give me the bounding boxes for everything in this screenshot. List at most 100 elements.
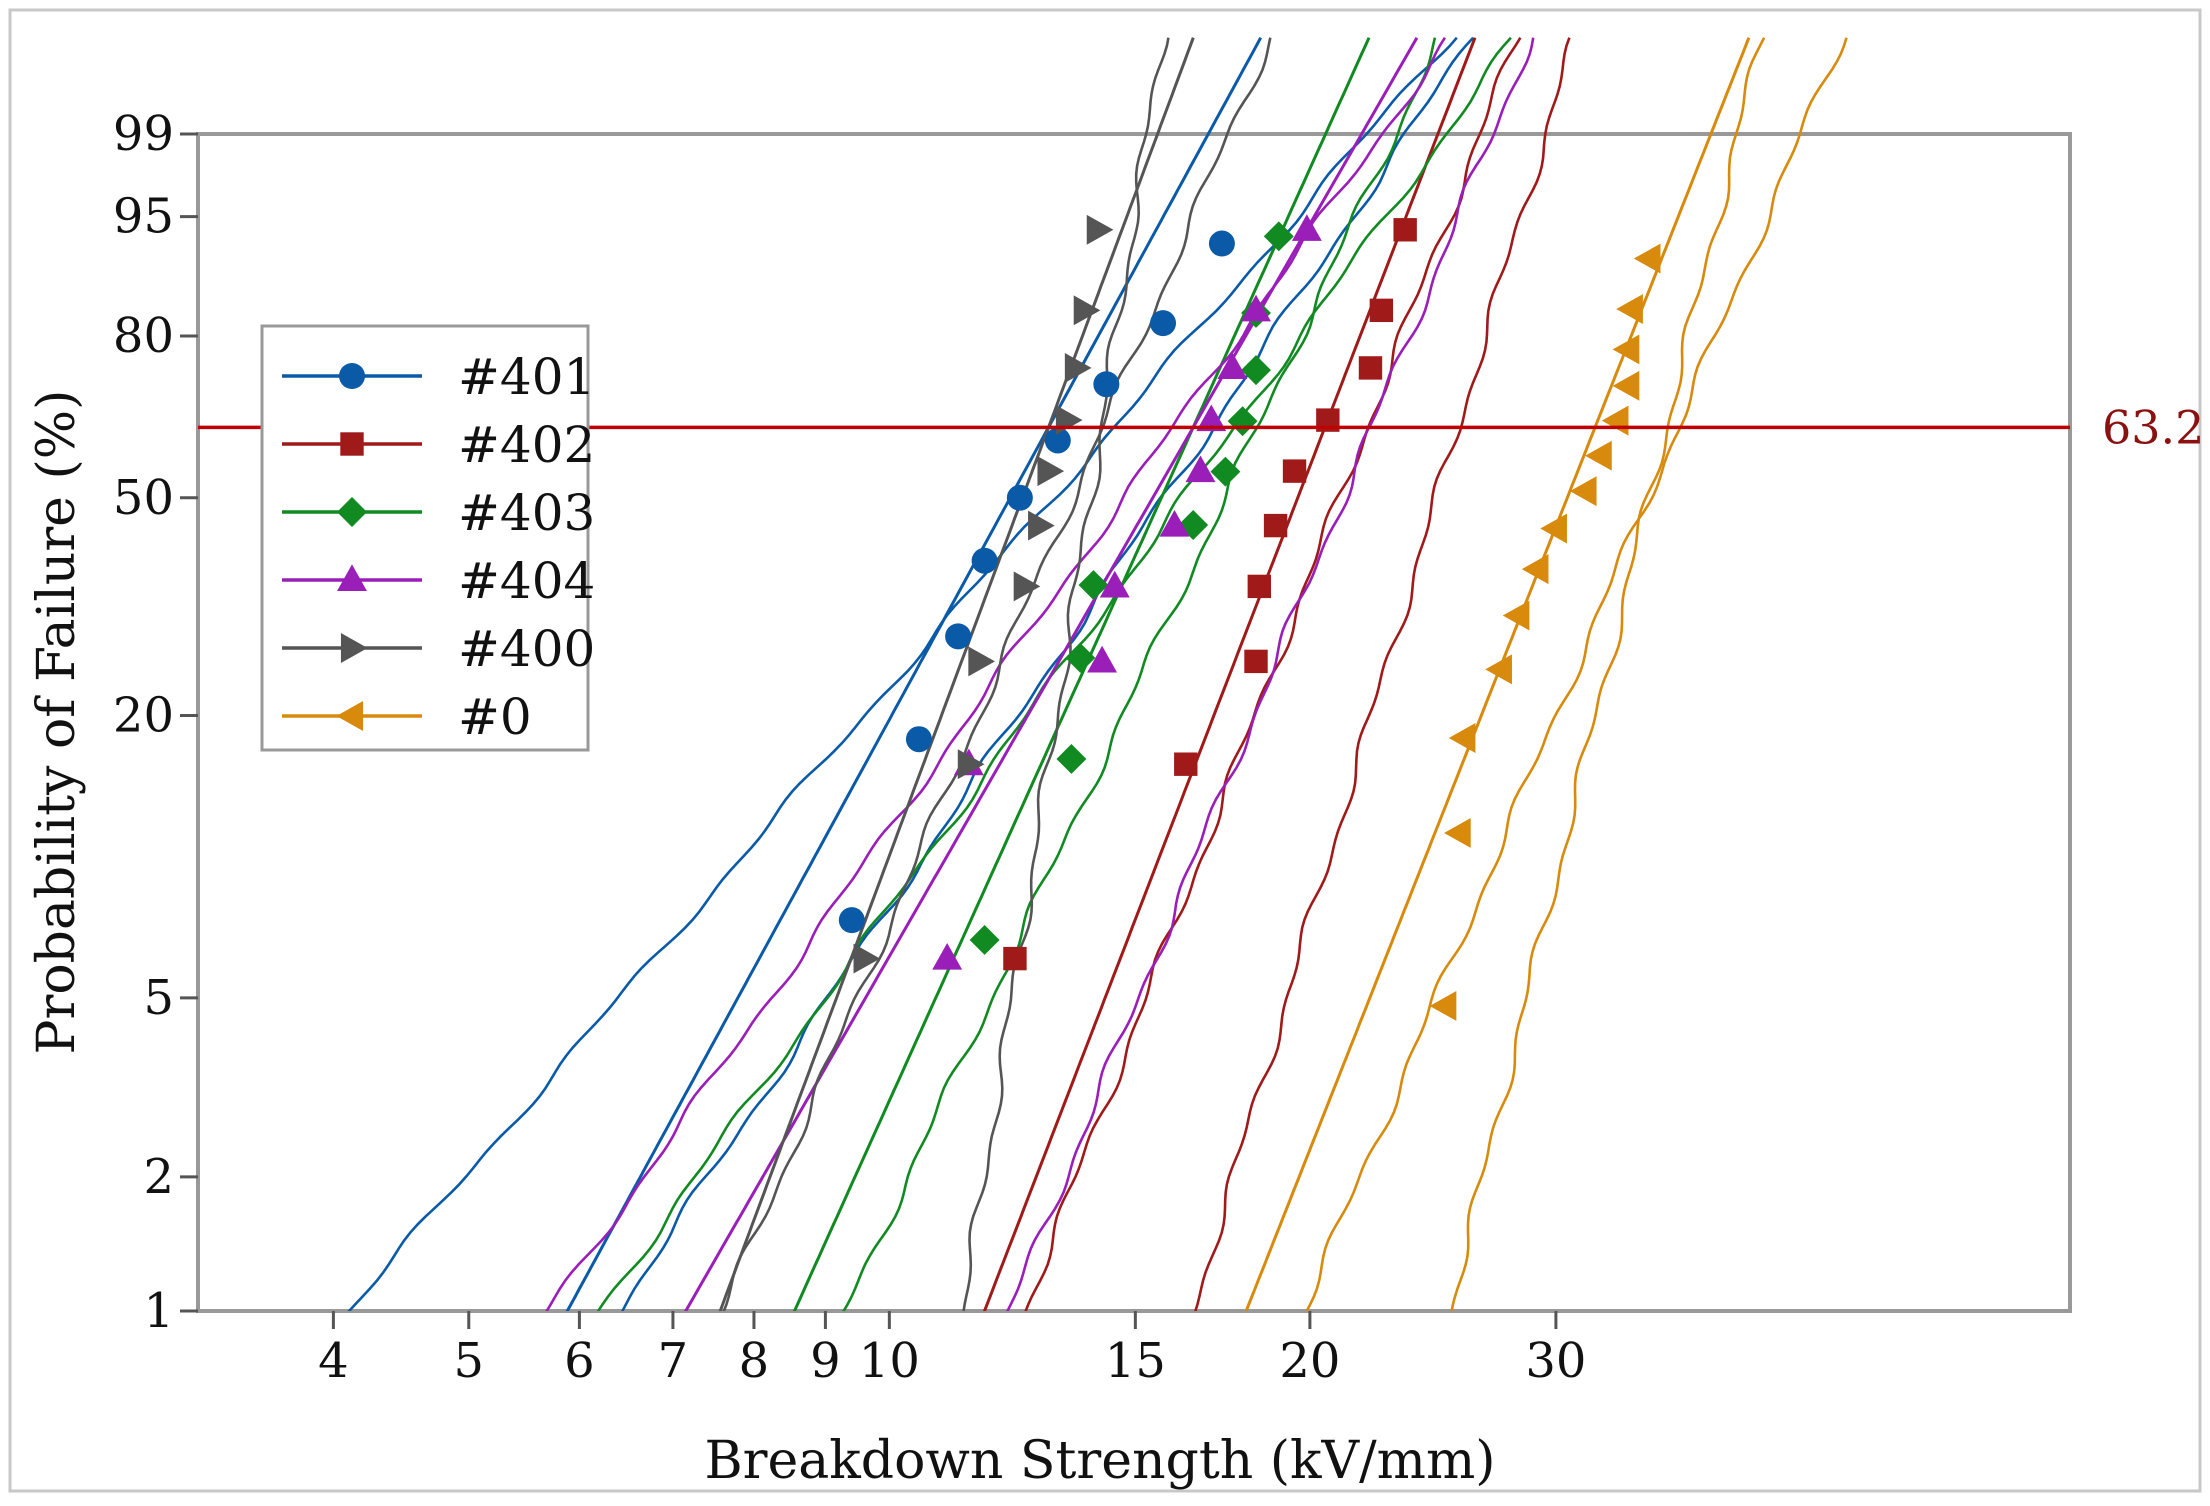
legend-label-s0: #0	[458, 688, 532, 746]
s0-point	[1485, 654, 1512, 685]
y-tick-label: 1	[143, 1283, 174, 1339]
s402-point	[1393, 218, 1417, 242]
legend: #401 #402 #403 #404 #400 #0	[260, 324, 595, 752]
s401-point	[1006, 484, 1033, 511]
s404-ci-lower	[545, 37, 1447, 1311]
y-tick-label: 80	[113, 308, 174, 364]
s403-point	[1065, 642, 1096, 673]
x-tick-label: 9	[810, 1333, 841, 1389]
s402-point	[1358, 356, 1383, 380]
s401-point	[905, 726, 932, 753]
s402-fit-line	[982, 37, 1477, 1311]
s404-point	[1196, 404, 1227, 432]
legend-marker-s0	[336, 701, 364, 731]
y-tick-label: 2	[143, 1149, 174, 1205]
s403-fit-line	[792, 37, 1371, 1311]
legend-label-s404: #404	[458, 552, 595, 610]
legend-label-s402: #402	[458, 416, 595, 474]
s403-point	[1263, 221, 1294, 252]
s401-point	[1093, 371, 1120, 398]
reference-line-label: 63.2	[2102, 400, 2204, 454]
s403-point	[1078, 570, 1109, 600]
s403-point	[1210, 456, 1241, 487]
s404-point	[1241, 294, 1271, 322]
s402-point	[1247, 574, 1272, 599]
data-points	[838, 214, 1661, 1021]
s400-point	[1037, 456, 1065, 487]
s0-point	[1521, 554, 1549, 585]
y-tick-label: 20	[113, 687, 174, 743]
s0-point	[1448, 723, 1476, 753]
s401-ci-upper	[620, 36, 1475, 1311]
s404-ci-upper	[1006, 37, 1535, 1311]
legend-marker-s401	[339, 363, 365, 389]
legend-marker-s404	[337, 564, 367, 592]
legend-label-s400: #400	[458, 620, 595, 678]
s404-point	[1087, 645, 1118, 673]
s400-point	[1086, 214, 1114, 245]
s401-fit-line	[565, 36, 1263, 1311]
legend-marker-s400	[340, 633, 368, 663]
y-tick-label: 95	[113, 189, 174, 245]
s400-point	[1064, 352, 1092, 383]
s400-ci-lower	[722, 37, 1272, 1311]
s0-ci-upper	[1450, 37, 1766, 1311]
s404-point	[1291, 214, 1322, 241]
y-axis-label: Probability of Failure (%)	[27, 390, 87, 1055]
x-tick-label: 10	[859, 1333, 920, 1389]
legend-marker-s402	[340, 432, 364, 456]
s404-point	[1217, 352, 1248, 379]
s403-point	[1056, 744, 1087, 774]
s401-point	[1208, 230, 1235, 257]
x-axis: 4 5 6 7 8 9 10 15 20 30	[318, 1311, 1586, 1389]
s400-point	[1028, 510, 1055, 541]
s401-point	[945, 623, 972, 650]
legend-label-s401: #401	[458, 348, 595, 406]
s404-point	[932, 942, 963, 970]
s0-point	[1616, 294, 1643, 324]
s401-point	[838, 907, 865, 934]
s403-ci-upper	[842, 37, 1437, 1311]
s401-point	[1150, 310, 1177, 337]
legend-label-s403: #403	[458, 484, 595, 542]
s402-ci-lower	[1024, 37, 1522, 1311]
s404-point	[1185, 455, 1216, 483]
legend-box	[260, 324, 590, 752]
x-tick-label: 7	[658, 1333, 689, 1389]
s0-ci-lower	[1305, 37, 1848, 1311]
s0-point	[1540, 513, 1567, 544]
s400-point	[957, 749, 985, 780]
s0-point	[1612, 370, 1640, 401]
s0-point	[1444, 818, 1471, 848]
s404-fit-line	[683, 36, 1419, 1311]
s402-point	[1244, 649, 1268, 674]
x-tick-label: 15	[1105, 1333, 1166, 1389]
s403-point	[1178, 510, 1209, 540]
legend-marker-s403	[337, 497, 367, 527]
s402-point	[1174, 752, 1198, 776]
s0-point	[1429, 990, 1457, 1021]
s401-point	[971, 547, 998, 574]
s0-point	[1569, 476, 1597, 507]
s402-point	[1369, 298, 1394, 323]
x-tick-label: 30	[1525, 1333, 1586, 1389]
s401-point	[1044, 427, 1071, 454]
y-tick-label: 50	[113, 470, 174, 526]
x-tick-label: 4	[318, 1333, 349, 1389]
s400-point	[1013, 571, 1041, 602]
x-tick-label: 6	[564, 1333, 595, 1389]
y-tick-label: 5	[143, 970, 174, 1026]
x-tick-label: 20	[1279, 1333, 1340, 1389]
x-axis-label: Breakdown Strength (kV/mm)	[704, 1431, 1495, 1491]
s400-fit-line	[718, 37, 1195, 1311]
s404-point	[1159, 509, 1190, 537]
x-tick-label: 8	[739, 1333, 770, 1389]
s0-point	[1585, 440, 1612, 471]
s404-point	[1099, 570, 1130, 598]
s400-point	[853, 943, 881, 974]
s0-point	[1502, 600, 1530, 631]
s403-point	[1241, 355, 1271, 386]
s400-point	[1073, 295, 1101, 326]
